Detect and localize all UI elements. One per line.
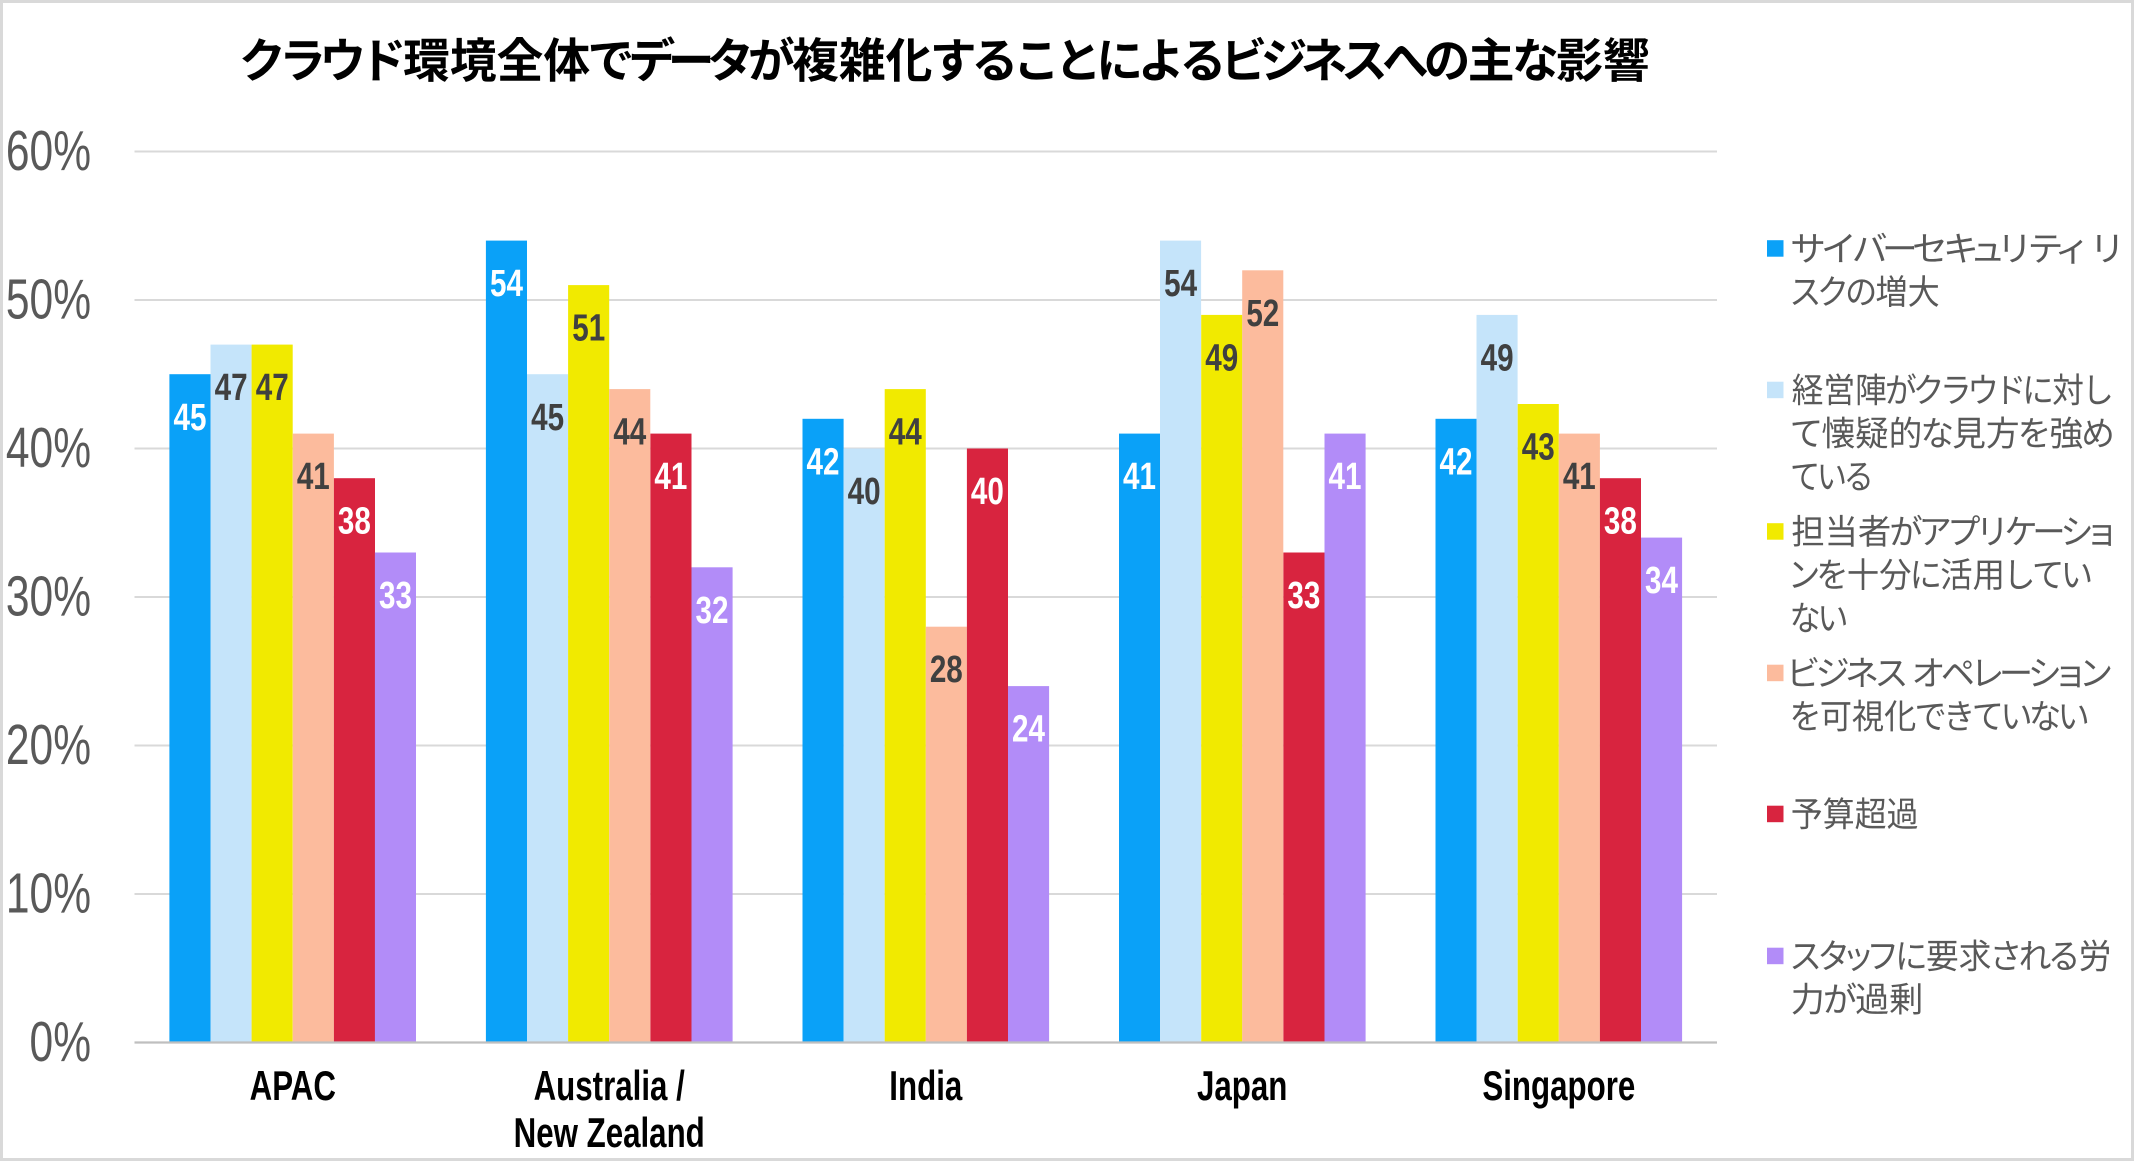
svg-text:41: 41 [654, 456, 687, 498]
svg-text:33: 33 [379, 575, 412, 617]
svg-text:47: 47 [215, 367, 248, 409]
svg-text:47: 47 [256, 367, 289, 409]
svg-text:40%: 40% [6, 415, 91, 480]
svg-text:45: 45 [174, 396, 207, 438]
svg-text:41: 41 [1329, 456, 1362, 498]
svg-text:44: 44 [889, 411, 922, 453]
svg-text:30%: 30% [6, 563, 91, 628]
svg-text:38: 38 [338, 500, 371, 542]
svg-text:0%: 0% [30, 1009, 91, 1074]
svg-text:33: 33 [1287, 575, 1320, 617]
svg-text:52: 52 [1246, 292, 1279, 334]
svg-text:54: 54 [1164, 263, 1197, 305]
svg-text:APAC: APAC [250, 1062, 336, 1110]
svg-text:49: 49 [1205, 337, 1238, 379]
svg-text:42: 42 [1440, 441, 1473, 483]
svg-text:20%: 20% [6, 712, 91, 777]
svg-text:54: 54 [490, 263, 523, 305]
svg-text:45: 45 [531, 396, 564, 438]
svg-text:43: 43 [1522, 426, 1555, 468]
svg-text:Japan: Japan [1197, 1062, 1287, 1110]
svg-text:Singapore: Singapore [1482, 1062, 1635, 1110]
svg-text:49: 49 [1481, 337, 1514, 379]
svg-text:51: 51 [572, 307, 605, 349]
svg-text:28: 28 [930, 649, 963, 691]
svg-text:34: 34 [1645, 560, 1678, 602]
svg-text:44: 44 [613, 411, 646, 453]
svg-text:10%: 10% [6, 860, 91, 925]
svg-text:41: 41 [1123, 456, 1156, 498]
svg-text:41: 41 [297, 456, 330, 498]
svg-text:60%: 60% [6, 118, 91, 183]
svg-text:Australia /: Australia / [534, 1062, 685, 1110]
svg-text:40: 40 [971, 471, 1004, 513]
svg-text:50%: 50% [6, 266, 91, 331]
svg-text:42: 42 [807, 441, 840, 483]
svg-text:New Zealand: New Zealand [514, 1108, 705, 1156]
svg-text:24: 24 [1012, 708, 1045, 750]
svg-text:India: India [889, 1062, 962, 1110]
svg-text:32: 32 [696, 589, 729, 631]
svg-text:41: 41 [1563, 456, 1596, 498]
svg-text:38: 38 [1604, 500, 1637, 542]
svg-text:40: 40 [848, 471, 881, 513]
